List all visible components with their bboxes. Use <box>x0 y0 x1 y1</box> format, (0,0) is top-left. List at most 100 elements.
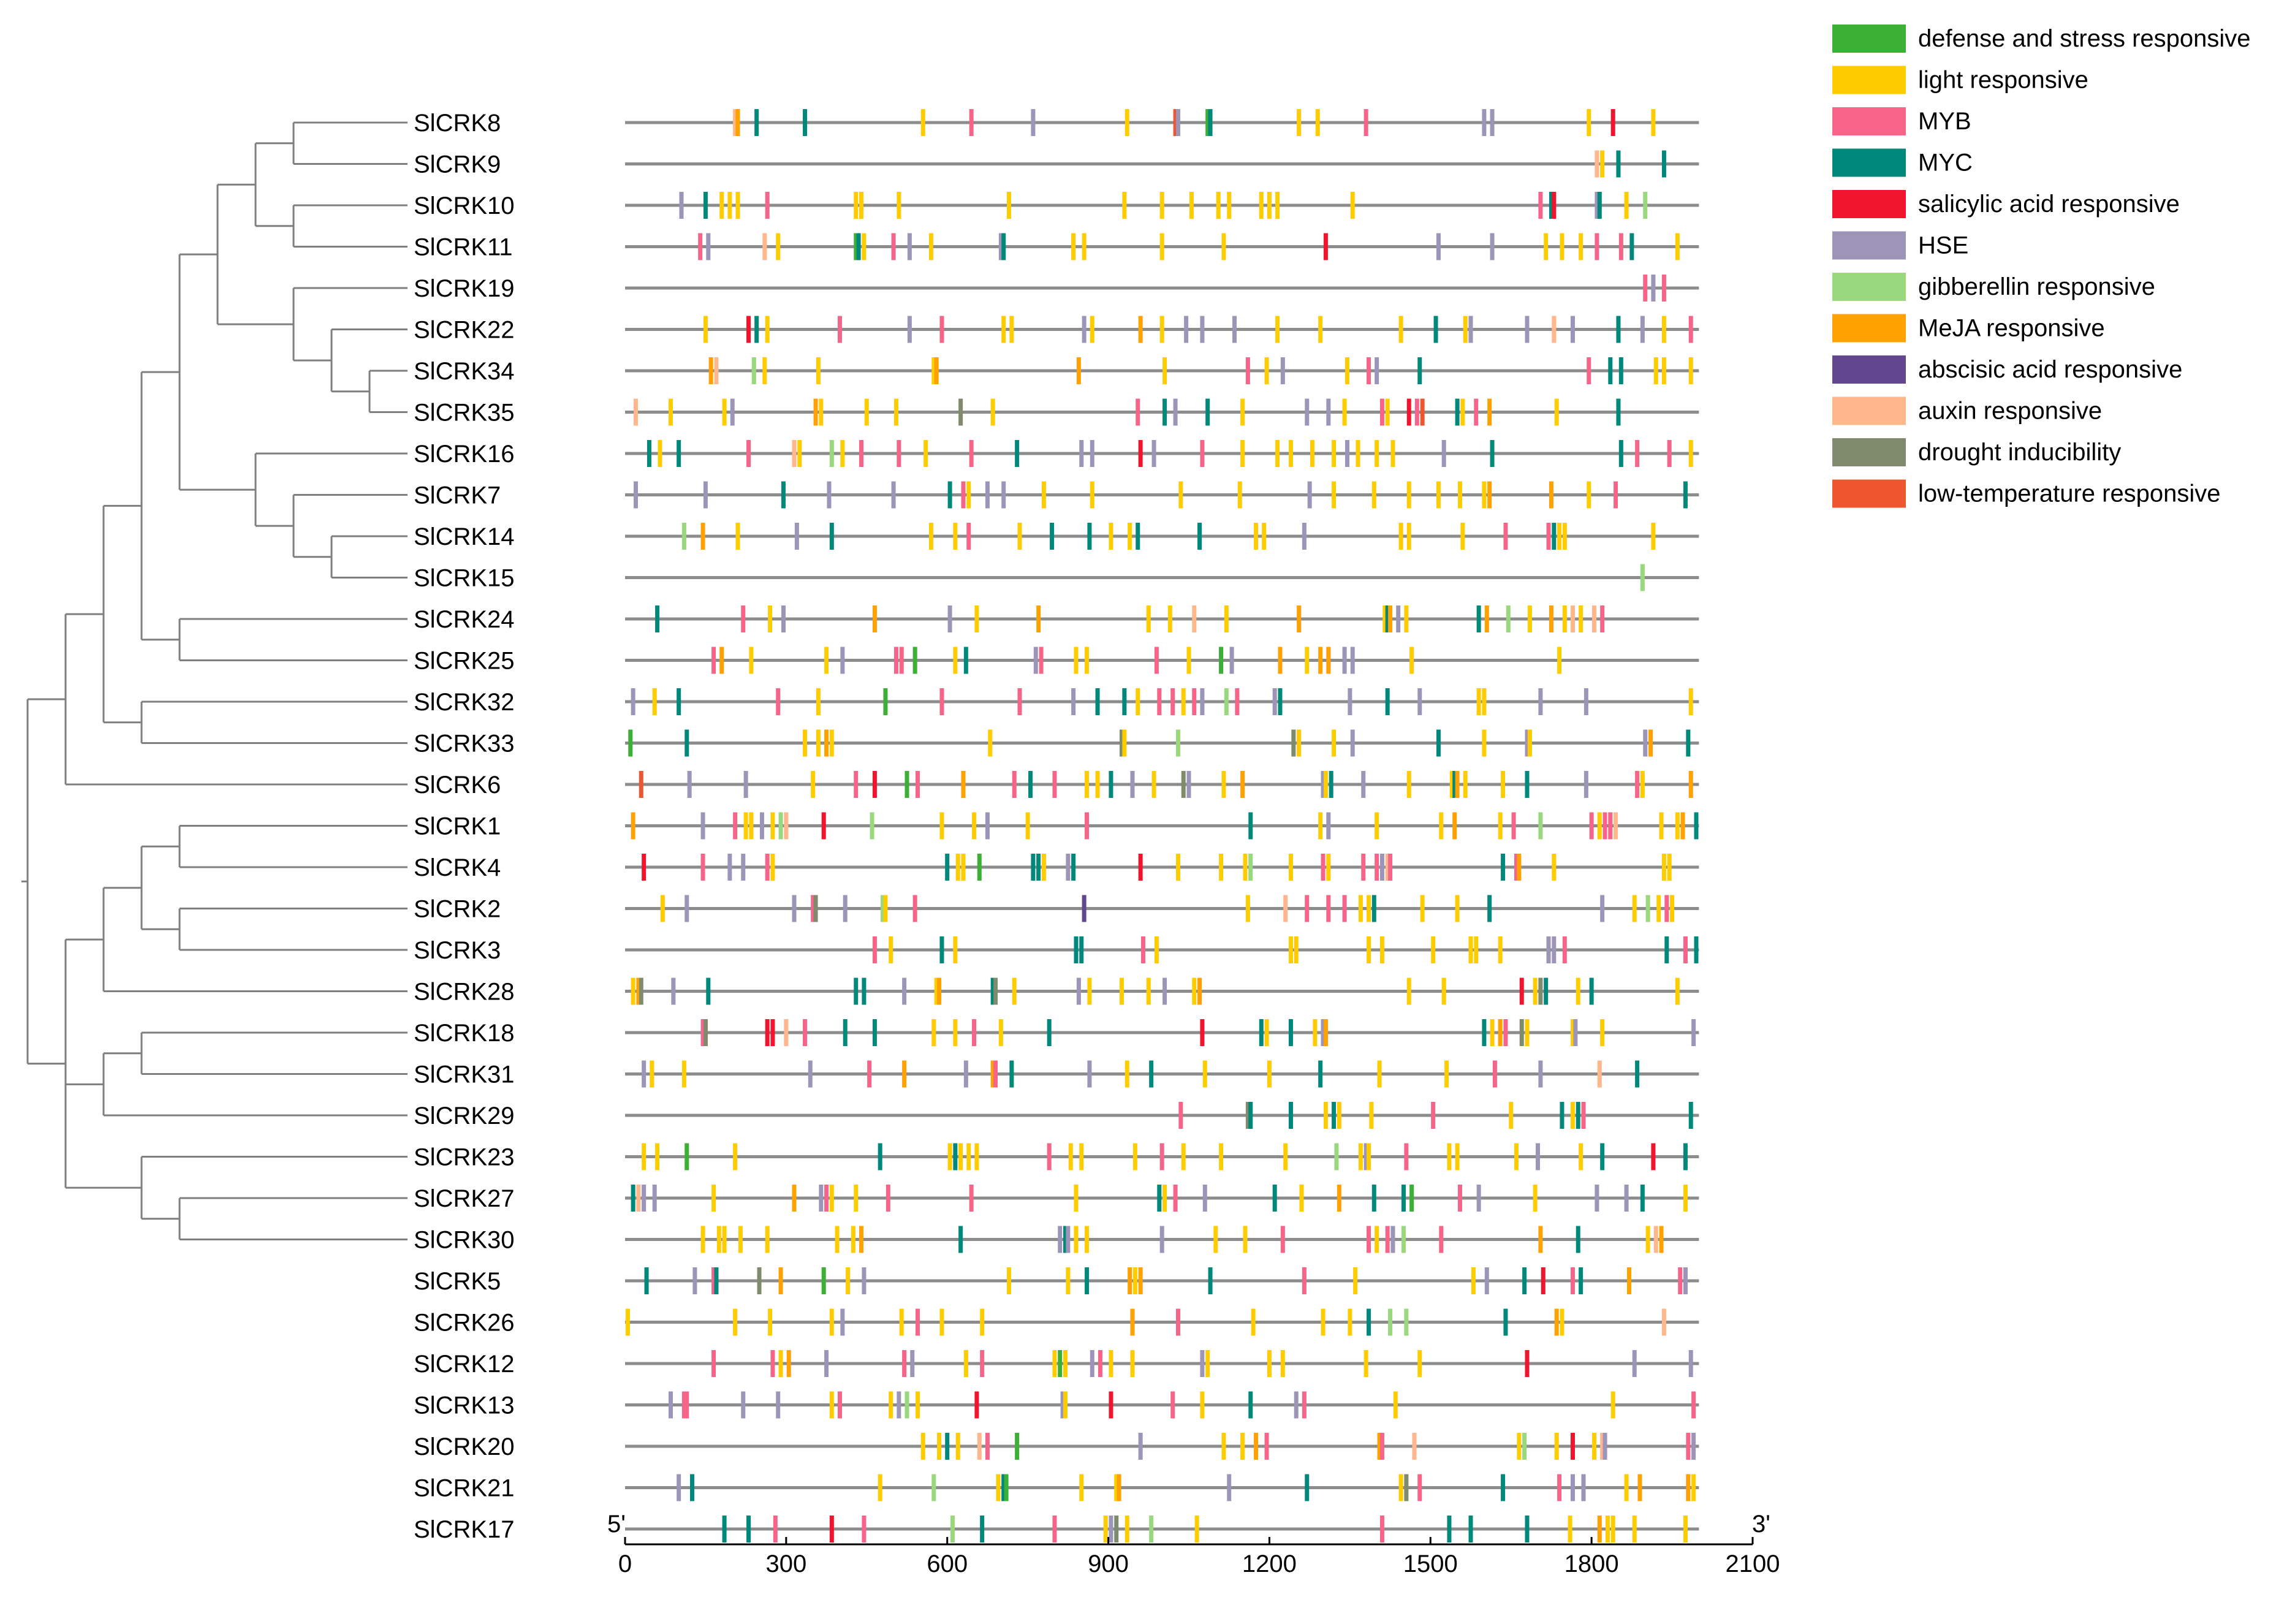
cis-element-hse <box>819 1185 824 1212</box>
cis-element-light <box>1444 1060 1449 1088</box>
gene-row: SlCRK9 <box>414 150 1699 178</box>
cis-element-hse <box>1348 688 1352 715</box>
cis-element-ga <box>1522 1433 1527 1460</box>
cis-element-myb <box>902 1350 907 1377</box>
cis-element-hse <box>1436 233 1441 260</box>
cis-element-light <box>980 1308 985 1336</box>
cis-element-light <box>1393 1391 1398 1419</box>
cis-element-myb <box>1581 1102 1586 1129</box>
cis-element-light <box>953 523 958 550</box>
cis-element-myb <box>1557 1474 1562 1501</box>
cis-element-myb <box>859 440 864 467</box>
cis-element-myb <box>1635 440 1640 467</box>
cis-element-myb <box>746 440 751 467</box>
cis-element-myc <box>1686 729 1691 757</box>
cis-element-myc <box>1579 1267 1583 1294</box>
cis-element-light <box>1181 688 1186 715</box>
cis-element-myc <box>829 523 834 550</box>
cis-element-myc <box>1122 688 1127 715</box>
cis-element-light <box>1667 854 1672 881</box>
gene-label: SlCRK16 <box>414 441 515 468</box>
cis-element-myb <box>1235 688 1240 715</box>
cis-element-myc <box>1522 1267 1527 1294</box>
cis-element-hse <box>862 1267 867 1294</box>
gene-label: SlCRK11 <box>414 234 513 261</box>
cis-element-light <box>816 688 821 715</box>
cis-element-light <box>1691 1474 1696 1501</box>
cis-element-light <box>1192 977 1197 1005</box>
cis-element-myc <box>1109 771 1113 798</box>
cis-element-myb <box>1683 936 1688 963</box>
cis-element-myc <box>1248 1102 1253 1129</box>
cis-element-myc <box>1288 1102 1293 1129</box>
cis-element-light <box>1605 1516 1610 1542</box>
cis-element-light <box>1610 1391 1615 1419</box>
legend-swatch <box>1832 355 1906 384</box>
cis-element-myb <box>1367 357 1371 384</box>
cis-element-myb <box>1587 357 1591 384</box>
cis-element-myb <box>700 1019 705 1046</box>
cis-element-myb <box>1136 398 1140 426</box>
cis-element-light <box>1221 1433 1226 1460</box>
cis-element-defense <box>1004 1474 1009 1501</box>
cis-element-light <box>722 1226 727 1253</box>
cis-element-hse <box>1031 109 1036 136</box>
gene-label: SlCRK21 <box>414 1475 515 1502</box>
cis-element-light <box>1119 977 1124 1005</box>
cis-element-sa <box>1323 233 1328 260</box>
cis-element-light <box>1587 109 1591 136</box>
cis-element-myb <box>1363 109 1368 136</box>
cis-element-light <box>1194 1516 1199 1542</box>
cis-element-light <box>735 192 740 219</box>
cis-element-light <box>1610 1516 1615 1542</box>
cis-element-myb <box>733 812 738 840</box>
cis-element-light <box>1085 647 1090 674</box>
cis-element-drought <box>813 895 818 922</box>
cis-element-hse <box>741 854 746 881</box>
cis-element-light <box>703 316 708 343</box>
cis-element-defense <box>854 233 859 260</box>
cis-element-hse <box>668 1391 673 1419</box>
cis-element-myc <box>1618 357 1623 384</box>
cis-element-light <box>1640 771 1645 798</box>
cis-element-myc <box>647 440 651 467</box>
cis-element-myc <box>1683 481 1688 509</box>
cis-element-light <box>1132 1143 1137 1171</box>
cis-element-hse <box>1184 316 1189 343</box>
cis-element-light <box>1651 523 1656 550</box>
cis-element-light <box>1600 150 1605 178</box>
cis-element-myc <box>958 1226 963 1253</box>
cis-element-myb <box>969 109 974 136</box>
cis-element-myb <box>1342 895 1347 922</box>
cis-element-meja <box>824 729 829 757</box>
cis-element-myb <box>711 1350 716 1377</box>
cis-element-myc <box>754 109 759 136</box>
cis-element-light <box>1125 1060 1129 1088</box>
gene-row: SlCRK4 <box>414 854 1699 881</box>
gene-row: SlCRK28 <box>414 977 1699 1006</box>
cis-element-light <box>1186 647 1191 674</box>
cis-element-drought <box>1181 771 1186 798</box>
gene-label: SlCRK14 <box>414 523 515 550</box>
cis-element-myc <box>1136 523 1140 550</box>
cis-element-light <box>1240 440 1245 467</box>
cis-element-light <box>735 523 740 550</box>
cis-element-defense <box>1219 647 1224 674</box>
cis-element-myc <box>685 729 689 757</box>
cis-element-myb <box>899 647 904 674</box>
gene-tracks: SlCRK8 SlCRK9 SlCRK10 SlCRK11 SlCRK19 SlCRK22… <box>414 109 1699 1543</box>
cis-element-light <box>1562 605 1567 632</box>
gene-row: SlCRK11 <box>414 233 1699 261</box>
gene-label: SlCRK10 <box>414 192 515 219</box>
cis-element-myb <box>862 1516 867 1542</box>
cis-element-light <box>1476 688 1481 715</box>
cis-element-light <box>1323 1102 1328 1129</box>
cis-element-light <box>1353 1267 1358 1294</box>
cis-element-hse <box>1294 1391 1299 1419</box>
legend-item: light responsive <box>1832 66 2088 94</box>
cis-element-light <box>1264 357 1269 384</box>
cis-element-light <box>1052 1350 1057 1377</box>
cis-element-myb <box>993 1060 998 1088</box>
cis-element-myc <box>945 854 950 881</box>
cis-element-drought <box>639 977 643 1005</box>
